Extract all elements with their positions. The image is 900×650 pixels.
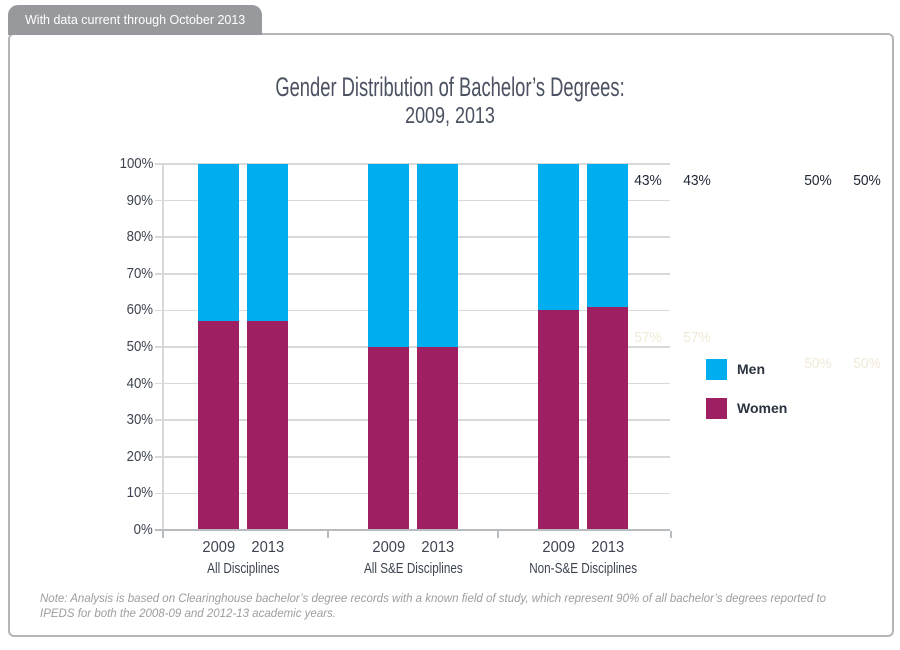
bar-segment-women-2013 — [417, 347, 458, 530]
bar-value-label-women-2009: 50% — [804, 355, 832, 372]
bar-value-label-men-2013: 50% — [853, 172, 881, 189]
bar-segment-men-2013 — [247, 164, 288, 322]
gridline-40 — [155, 382, 670, 385]
bar-segment-men-2009 — [538, 164, 579, 311]
bar-segment-women-2009 — [538, 310, 579, 530]
y-axis-tick-label: 100% — [119, 155, 153, 172]
y-axis-tick-label: 70% — [126, 264, 153, 282]
bar-segment-men-2009 — [198, 164, 239, 322]
x-axis-tick — [497, 531, 499, 538]
legend-swatch-men — [706, 359, 727, 380]
gridline-80 — [155, 236, 670, 238]
y-axis-tick-label: 80% — [126, 228, 153, 246]
bar-segment-women-2013 — [587, 306, 628, 530]
bar-value-label-men-2013: 43% — [683, 172, 711, 189]
y-axis-tick-label: 20% — [126, 447, 153, 465]
gridline-70 — [155, 273, 670, 275]
x-axis-year-label: 2009 — [202, 539, 235, 556]
bar-value-label-men-2009: 50% — [804, 172, 832, 189]
bar-value-label-men-2013: 39% — [587, 173, 900, 189]
bar-value-label-women-2013: 61% — [587, 316, 900, 332]
chart-title: Gender Distribution of Bachelor’s Degree… — [0, 72, 900, 128]
bar-segment-women-2009 — [198, 321, 239, 530]
y-axis-tick-label: 10% — [126, 484, 153, 502]
legend-swatch-women — [706, 398, 727, 419]
gridline-50 — [155, 346, 670, 348]
gridline-10 — [155, 492, 670, 495]
bar-value-label-women-2009: 57% — [634, 329, 662, 347]
x-axis-tick — [327, 531, 329, 538]
y-axis-tick-label: 0% — [133, 521, 153, 538]
gridline-90 — [155, 199, 670, 202]
gridline-60 — [155, 309, 670, 312]
x-axis-group-label: Non-S&E Disciplines — [529, 560, 637, 577]
y-axis-line — [162, 164, 164, 530]
x-axis-year-label: 2013 — [591, 539, 624, 556]
bar-segment-men-2009 — [368, 164, 409, 347]
banner-text: With data current through October 2013 — [25, 13, 246, 27]
chart-title-line1: Gender Distribution of Bachelor’s Degree… — [275, 72, 625, 102]
bar-segment-women-2009 — [368, 347, 409, 530]
bar-value-label-women-2013: 50% — [853, 355, 881, 372]
y-axis-tick-label: 30% — [126, 411, 153, 429]
x-axis-year-label: 2009 — [372, 539, 405, 556]
footnote: Note: Analysis is based on Clearinghouse… — [40, 593, 827, 620]
gridline-100 — [155, 163, 670, 165]
x-axis-group-label: All Disciplines — [206, 560, 280, 577]
y-axis-tick-label: 60% — [126, 301, 153, 319]
bar-segment-men-2013 — [417, 164, 458, 347]
bar-value-label-women-2013: 57% — [683, 329, 711, 347]
chart-title-line2: 2009, 2013 — [405, 102, 495, 128]
x-axis-group-label: All S&E Disciplines — [363, 560, 463, 577]
legend-label-men: Men — [737, 361, 765, 377]
x-axis-year-label: 2013 — [251, 539, 284, 556]
legend-label-women: Women — [737, 400, 788, 416]
banner-tab: With data current through October 2013 — [8, 5, 263, 35]
gridline-20 — [155, 456, 670, 458]
x-axis-line — [155, 529, 670, 531]
x-axis-tick — [162, 531, 164, 538]
bar-value-label-men-2009: 43% — [634, 172, 662, 189]
x-axis-year-label: 2009 — [542, 539, 575, 556]
bar-segment-men-2013 — [587, 164, 628, 307]
y-axis-tick-label: 90% — [126, 191, 153, 209]
x-axis-tick — [670, 531, 672, 538]
bar-segment-women-2013 — [247, 321, 288, 530]
x-axis-year-label: 2013 — [421, 539, 454, 556]
y-axis-tick-label: 50% — [126, 338, 153, 355]
y-axis-tick-label: 40% — [126, 374, 153, 392]
gridline-30 — [155, 419, 670, 421]
